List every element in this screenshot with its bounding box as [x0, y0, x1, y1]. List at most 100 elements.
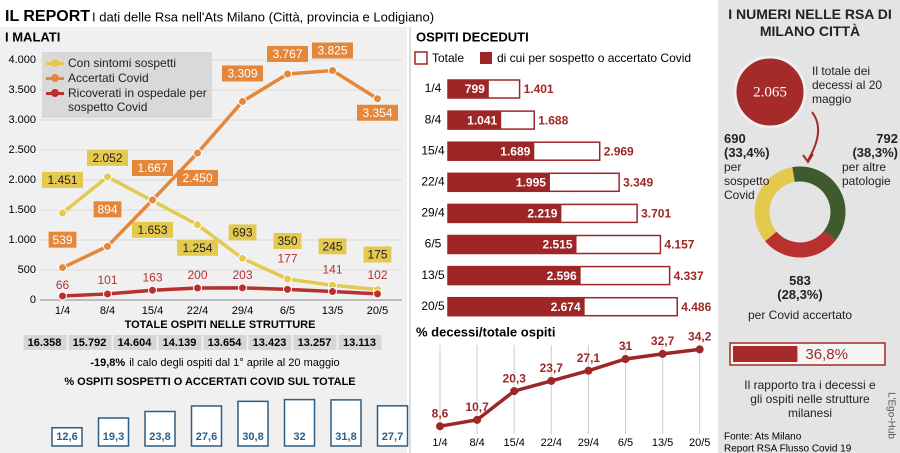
data-label: 2.969	[604, 144, 634, 158]
donut-slice	[765, 230, 836, 258]
point	[148, 195, 157, 205]
bar-covid	[448, 204, 562, 223]
data-label: 1.254	[182, 241, 212, 255]
y-tick-label: 2.000	[8, 174, 36, 186]
cell-text: 13.423	[253, 337, 287, 349]
total-value: 2.065	[753, 84, 787, 100]
credit: L'Ego-Hub	[885, 392, 896, 439]
data-label: 3.309	[227, 67, 257, 81]
point	[695, 345, 704, 354]
x-tick-label: 1/4	[55, 305, 70, 317]
legend-label: Totale	[432, 51, 464, 65]
bar-covid	[448, 142, 535, 161]
y-tick-label: 1.000	[8, 234, 36, 246]
donut-percent: (28,3%)	[777, 287, 823, 302]
data-label: 4.157	[664, 238, 694, 252]
label-box	[42, 171, 83, 188]
data-label: 203	[232, 268, 252, 282]
y-tick-label: 500	[18, 264, 36, 276]
data-label: 350	[277, 234, 297, 248]
bar-covid	[448, 80, 489, 98]
y-tick-label: 0	[30, 294, 36, 306]
data-label: 1.451	[47, 173, 77, 187]
label-box	[177, 170, 218, 186]
data-label: 799	[465, 82, 485, 96]
y-tick-label: 15/4	[421, 143, 445, 157]
x-tick-label: 15/4	[142, 305, 163, 317]
progress-label: 36,8%	[805, 346, 848, 363]
legend-label: di cui per sospetto o accertato Covid	[497, 51, 691, 65]
chart-title: % decessi/totale ospiti	[416, 324, 555, 339]
bar-title: % OSPITI SOSPETTI O ACCERTATI COVID SUL …	[64, 376, 355, 388]
cell-text: 13.654	[208, 337, 243, 349]
header-title: IL REPORT	[5, 8, 90, 25]
data-label: 23,7	[540, 361, 564, 375]
y-tick-label: 1.500	[8, 204, 36, 216]
label-box	[177, 239, 218, 256]
data-label: 66	[56, 278, 70, 292]
sidebar-title: I NUMERI NELLE RSA DI MILANO CITTÀ	[728, 6, 892, 39]
data-label: 3.349	[623, 175, 653, 189]
cell-text: 13.113	[343, 337, 376, 349]
point	[238, 283, 247, 293]
data-label: 200	[187, 268, 207, 282]
point	[103, 241, 112, 251]
data-label: 4.337	[674, 269, 704, 283]
arrow-head	[802, 153, 814, 164]
bar	[237, 400, 269, 447]
point	[328, 66, 337, 75]
series-line	[61, 174, 378, 292]
x-tick-label: 8/4	[100, 305, 115, 317]
progress-bar	[733, 346, 798, 362]
cell-text: 16.358	[28, 337, 62, 349]
data-label: 1.689	[500, 144, 530, 158]
point	[283, 69, 292, 79]
legend-swatch	[414, 51, 428, 65]
source: Report RSA Flusso Covid 19	[724, 444, 852, 453]
point	[103, 289, 112, 299]
point	[328, 287, 337, 297]
bar	[51, 426, 83, 447]
y-tick-label: 13/5	[421, 268, 445, 282]
donut-value: 583	[789, 273, 811, 288]
point	[547, 376, 556, 385]
data-label: 10,7	[465, 400, 489, 414]
data-label: 34,2	[688, 330, 712, 344]
y-tick-label: 1/4	[425, 81, 442, 95]
label-box	[357, 104, 398, 121]
cell-text: 13.257	[298, 337, 332, 349]
x-tick-label: 1/4	[432, 437, 447, 449]
data-label: 2.596	[547, 269, 577, 283]
progress-caption: Il rapporto tra i decessi e gli ospiti n…	[744, 378, 876, 420]
data-label: 27,6	[196, 431, 217, 443]
y-tick-label: 20/5	[421, 299, 445, 313]
bar	[330, 399, 362, 447]
donut-percent: (38,3%)	[852, 145, 898, 160]
point	[373, 94, 382, 104]
x-tick-label: 13/5	[652, 437, 673, 449]
series-line	[439, 347, 700, 428]
point	[193, 283, 202, 293]
legend-label: Con sintomi sospetti	[68, 56, 177, 70]
cell	[203, 335, 247, 350]
label-box	[222, 65, 263, 82]
table-title: TOTALE OSPITI NELLE STRUTTURE	[125, 319, 316, 331]
donut-category: per altre patologie	[842, 160, 891, 188]
point	[58, 291, 67, 301]
data-label: 1.653	[137, 223, 167, 237]
cell	[23, 335, 67, 350]
y-tick-label: 8/4	[425, 112, 442, 126]
x-tick-label: 29/4	[578, 437, 599, 449]
label-box	[312, 42, 353, 59]
data-label: 1.401	[524, 82, 554, 96]
y-tick-label: 29/4	[421, 206, 445, 220]
bar	[144, 410, 176, 447]
legend: Con sintomi sospetti Accertati Covid Ricov…	[42, 52, 212, 118]
y-tick-label: 4.000	[8, 54, 36, 66]
data-label: 693	[232, 226, 252, 240]
data-label: 1.041	[467, 113, 497, 127]
header-subtitle: I dati delle Rsa nell'Ats Milano (Città,…	[92, 9, 434, 24]
point	[283, 284, 292, 294]
x-tick-label: 15/4	[503, 437, 524, 449]
data-label: 2.450	[182, 171, 212, 185]
